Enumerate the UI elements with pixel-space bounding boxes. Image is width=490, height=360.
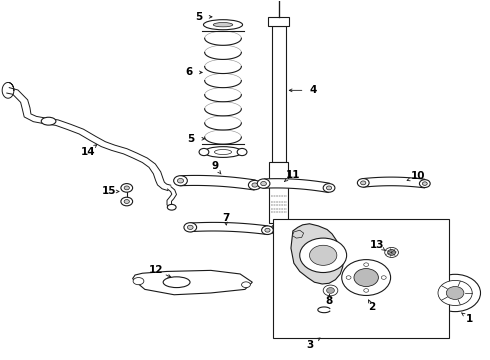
Ellipse shape [163,277,190,288]
Polygon shape [263,179,330,193]
Text: 14: 14 [80,147,95,157]
Circle shape [275,227,282,232]
Circle shape [419,180,430,188]
Circle shape [121,184,133,192]
Text: 8: 8 [325,296,333,306]
Circle shape [342,260,391,296]
Circle shape [271,224,287,235]
Circle shape [121,197,133,206]
Polygon shape [291,224,343,284]
Ellipse shape [203,20,243,30]
Circle shape [310,245,337,265]
Circle shape [422,182,427,185]
Circle shape [346,276,351,279]
Text: 12: 12 [149,265,163,275]
Ellipse shape [242,282,250,288]
Circle shape [124,199,129,203]
Ellipse shape [204,147,242,157]
Circle shape [357,179,369,187]
Text: 6: 6 [185,67,193,77]
Circle shape [364,289,368,292]
Polygon shape [293,230,304,238]
Circle shape [438,280,472,306]
Ellipse shape [41,117,56,125]
Text: 2: 2 [368,302,376,312]
Bar [273,220,449,338]
Circle shape [187,225,193,229]
Text: 7: 7 [222,213,229,222]
Text: 13: 13 [369,239,384,249]
Bar [268,17,290,26]
Circle shape [354,269,378,287]
Polygon shape [363,177,425,188]
Ellipse shape [199,148,209,156]
Circle shape [388,249,395,255]
Circle shape [265,228,270,232]
Circle shape [262,226,273,234]
Text: 15: 15 [102,186,117,197]
Circle shape [173,176,187,186]
Text: 10: 10 [411,171,426,181]
Text: 5: 5 [195,12,202,22]
Ellipse shape [237,148,247,156]
Circle shape [261,181,267,186]
Ellipse shape [133,278,144,285]
Circle shape [300,238,346,273]
Polygon shape [190,222,268,234]
Circle shape [381,276,386,279]
Polygon shape [133,270,252,295]
Text: 5: 5 [188,134,195,144]
Circle shape [326,186,332,190]
Ellipse shape [213,23,233,27]
Circle shape [248,180,261,190]
Bar [272,26,286,162]
Circle shape [364,263,368,266]
Circle shape [323,285,338,296]
Circle shape [446,287,464,300]
Circle shape [327,288,334,293]
Bar [269,162,289,223]
Circle shape [252,183,258,187]
Text: 9: 9 [211,161,218,171]
Polygon shape [180,175,255,190]
Ellipse shape [215,149,232,154]
Text: 1: 1 [466,314,473,324]
Circle shape [361,181,366,185]
Text: 3: 3 [306,340,313,350]
Text: 11: 11 [286,170,300,180]
Text: 4: 4 [310,85,317,95]
Circle shape [430,274,481,312]
Circle shape [184,223,196,232]
Circle shape [385,247,398,257]
Circle shape [124,186,129,190]
Circle shape [177,179,184,183]
Circle shape [257,179,270,188]
Circle shape [323,184,335,192]
Ellipse shape [167,204,176,210]
